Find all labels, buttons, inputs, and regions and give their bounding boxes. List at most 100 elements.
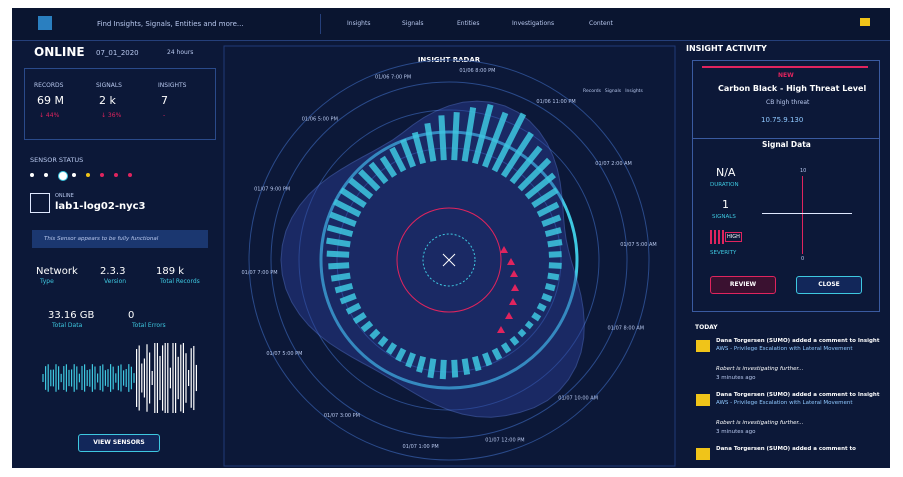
divider — [320, 14, 321, 34]
signal-bar — [368, 161, 389, 185]
metric-change: - — [163, 112, 166, 119]
entry-link[interactable]: AWS - Privilege Escalation with Lateral … — [716, 346, 853, 352]
signal-bar — [482, 352, 493, 367]
signal-bar — [531, 311, 542, 322]
logo[interactable] — [38, 16, 52, 30]
status-dot — [72, 173, 76, 177]
metric-change: ↓ 36% — [101, 112, 122, 119]
stat-label: Total Data — [52, 322, 83, 329]
status-dot — [100, 173, 104, 177]
signal-bar — [547, 272, 560, 281]
entry-text: Dana Torgersen (SUMO) added a comment to — [716, 446, 856, 452]
nav-item[interactable]: Entities — [457, 20, 480, 27]
signal-bar — [517, 157, 552, 192]
time-label: 01/06 7:00 PM — [375, 74, 411, 80]
nav-item[interactable]: Content — [589, 20, 613, 27]
signal-bar — [326, 250, 350, 258]
signal-bar — [326, 224, 354, 238]
time-label: 01/06 11:00 PM — [536, 99, 575, 105]
top-nav: Find Insights, Signals, Entities and mor… — [12, 8, 890, 41]
signal-bar — [360, 320, 374, 333]
signal-bar — [400, 138, 416, 168]
signal-bar — [524, 172, 556, 200]
entry-time: 3 minutes ago — [716, 375, 756, 381]
signal-bar — [395, 347, 407, 362]
stat-value: 189 k — [156, 266, 185, 277]
signal-bar — [509, 145, 543, 185]
stat-label: Type — [40, 278, 54, 285]
nav-item[interactable]: Signals — [402, 20, 424, 27]
signal-title: Signal Data — [762, 140, 811, 149]
signal-bar — [416, 355, 427, 373]
signal-bar — [471, 355, 482, 372]
range-select[interactable]: 24 hours — [167, 49, 194, 56]
sensor-message: This Sensor appears to be fully function… — [44, 236, 159, 242]
metric-label: SIGNALS — [96, 82, 122, 89]
signal-bar — [348, 177, 374, 200]
search-box[interactable]: Find Insights, Signals, Entities and mor… — [97, 20, 244, 28]
signal-bar — [326, 237, 351, 248]
insight-card — [692, 60, 880, 312]
signal-bar — [352, 311, 367, 324]
review-button[interactable]: REVIEW — [710, 276, 776, 294]
stat-label: Version — [104, 278, 127, 285]
today-heading: TODAY — [695, 324, 718, 331]
insight-name[interactable]: Carbon Black - High Threat Level — [718, 84, 867, 93]
entry-link[interactable]: AWS - Privilege Escalation with Lateral … — [716, 400, 853, 406]
status-state: ONLINE — [34, 45, 85, 59]
signal-bar — [482, 111, 509, 168]
entry-note: Robert is investigating further... — [716, 366, 804, 372]
avatar — [696, 394, 710, 406]
user-icon[interactable] — [860, 18, 870, 26]
signal-bar — [438, 115, 447, 161]
severity: HIGH — [725, 232, 742, 242]
status-dot — [128, 173, 132, 177]
time-label: 01/07 7:00 PM — [241, 270, 277, 276]
nav-item[interactable]: Investigations — [512, 20, 555, 27]
nav-item[interactable]: Insights — [347, 20, 371, 27]
time-label: 01/06 8:00 PM — [459, 68, 495, 74]
signals-label: SIGNALS — [712, 214, 736, 220]
signal-bar — [329, 211, 357, 227]
status-date: 07_01_2020 — [96, 49, 139, 57]
insight-sub: CB high threat — [766, 99, 810, 106]
severity-label: SEVERITY — [710, 250, 737, 256]
insight-marker — [497, 326, 505, 333]
signal-bar — [531, 187, 559, 209]
severity-bars — [710, 230, 724, 244]
time-label: 01/07 9:00 PM — [254, 187, 290, 193]
signal-bar — [330, 272, 351, 282]
badge: NEW — [778, 72, 794, 79]
signal-bar — [517, 328, 527, 338]
signal-bar — [541, 214, 562, 227]
signal-bar — [345, 302, 362, 315]
waveform — [42, 343, 197, 413]
stat-value: 0 — [128, 310, 135, 321]
metrics-panel — [24, 68, 216, 140]
records-area — [280, 100, 585, 418]
core-x — [442, 253, 456, 267]
signal-bar — [405, 352, 416, 368]
signal-bar — [491, 347, 503, 361]
signal-bar — [491, 112, 527, 173]
stat-label: Total Records — [160, 278, 200, 285]
sensor-heading: SENSOR STATUS — [30, 156, 84, 164]
radar-ring — [319, 130, 579, 390]
signal-bar — [461, 358, 471, 376]
card-accent — [702, 66, 868, 68]
close-button[interactable]: CLOSE — [796, 276, 862, 294]
axis-label: 10 — [800, 168, 807, 174]
insight-ip[interactable]: 10.75.9.130 — [761, 116, 804, 124]
stat-value: 2.3.3 — [100, 266, 126, 277]
radar-ring — [270, 81, 628, 439]
signal-bar — [500, 131, 534, 178]
insight-marker — [507, 258, 515, 265]
stat-value: 33.16 GB — [48, 310, 95, 321]
signal-bar — [439, 359, 447, 380]
signal-bar — [536, 201, 560, 218]
view-sensors-button[interactable]: VIEW SENSORS — [78, 434, 160, 452]
status-dot — [86, 173, 90, 177]
status-dot — [114, 173, 118, 177]
radar-frame — [223, 45, 676, 467]
